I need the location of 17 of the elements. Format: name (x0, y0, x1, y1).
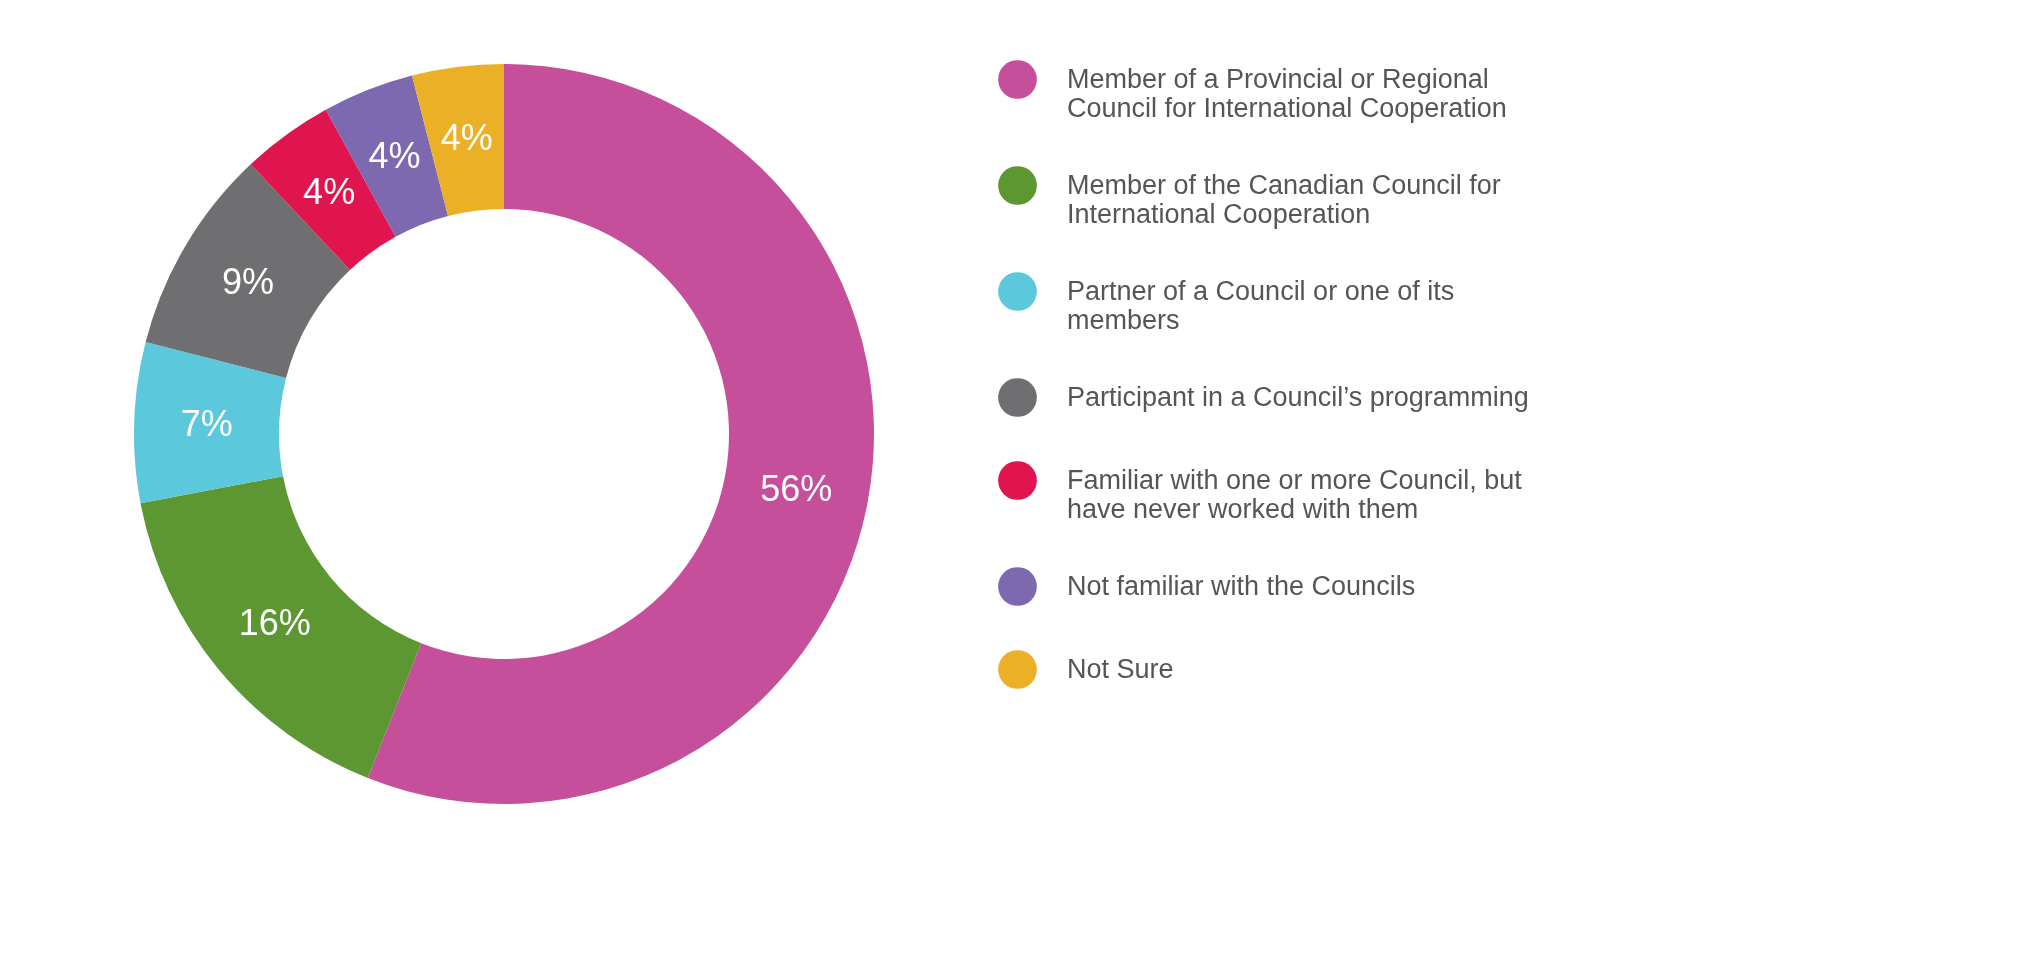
legend-label: Not Sure (1067, 653, 1174, 684)
data-label: 16% (238, 601, 311, 643)
data-label: 4% (368, 135, 421, 177)
donut-slice (134, 341, 287, 504)
donut-slice (367, 64, 874, 804)
data-label: 4% (303, 171, 356, 213)
legend-label: Participant in a Council’s programming (1067, 381, 1529, 412)
legend-label: Not familiar with the Councils (1067, 570, 1416, 601)
data-label: 7% (180, 402, 233, 444)
data-label: 4% (440, 116, 493, 158)
data-label: 9% (221, 260, 274, 302)
legend-label: Member of the Canadian Council for International Cooperation (1067, 169, 1501, 229)
donut-slice (140, 476, 422, 779)
data-label: 56% (760, 467, 833, 509)
legend-label: Partner of a Council or one of its members (1067, 275, 1455, 335)
legend-label: Familiar with one or more Council, but have never worked with them (1067, 464, 1523, 524)
legend-label: Member of a Provincial or Regional Council for International Cooperation (1067, 63, 1507, 123)
